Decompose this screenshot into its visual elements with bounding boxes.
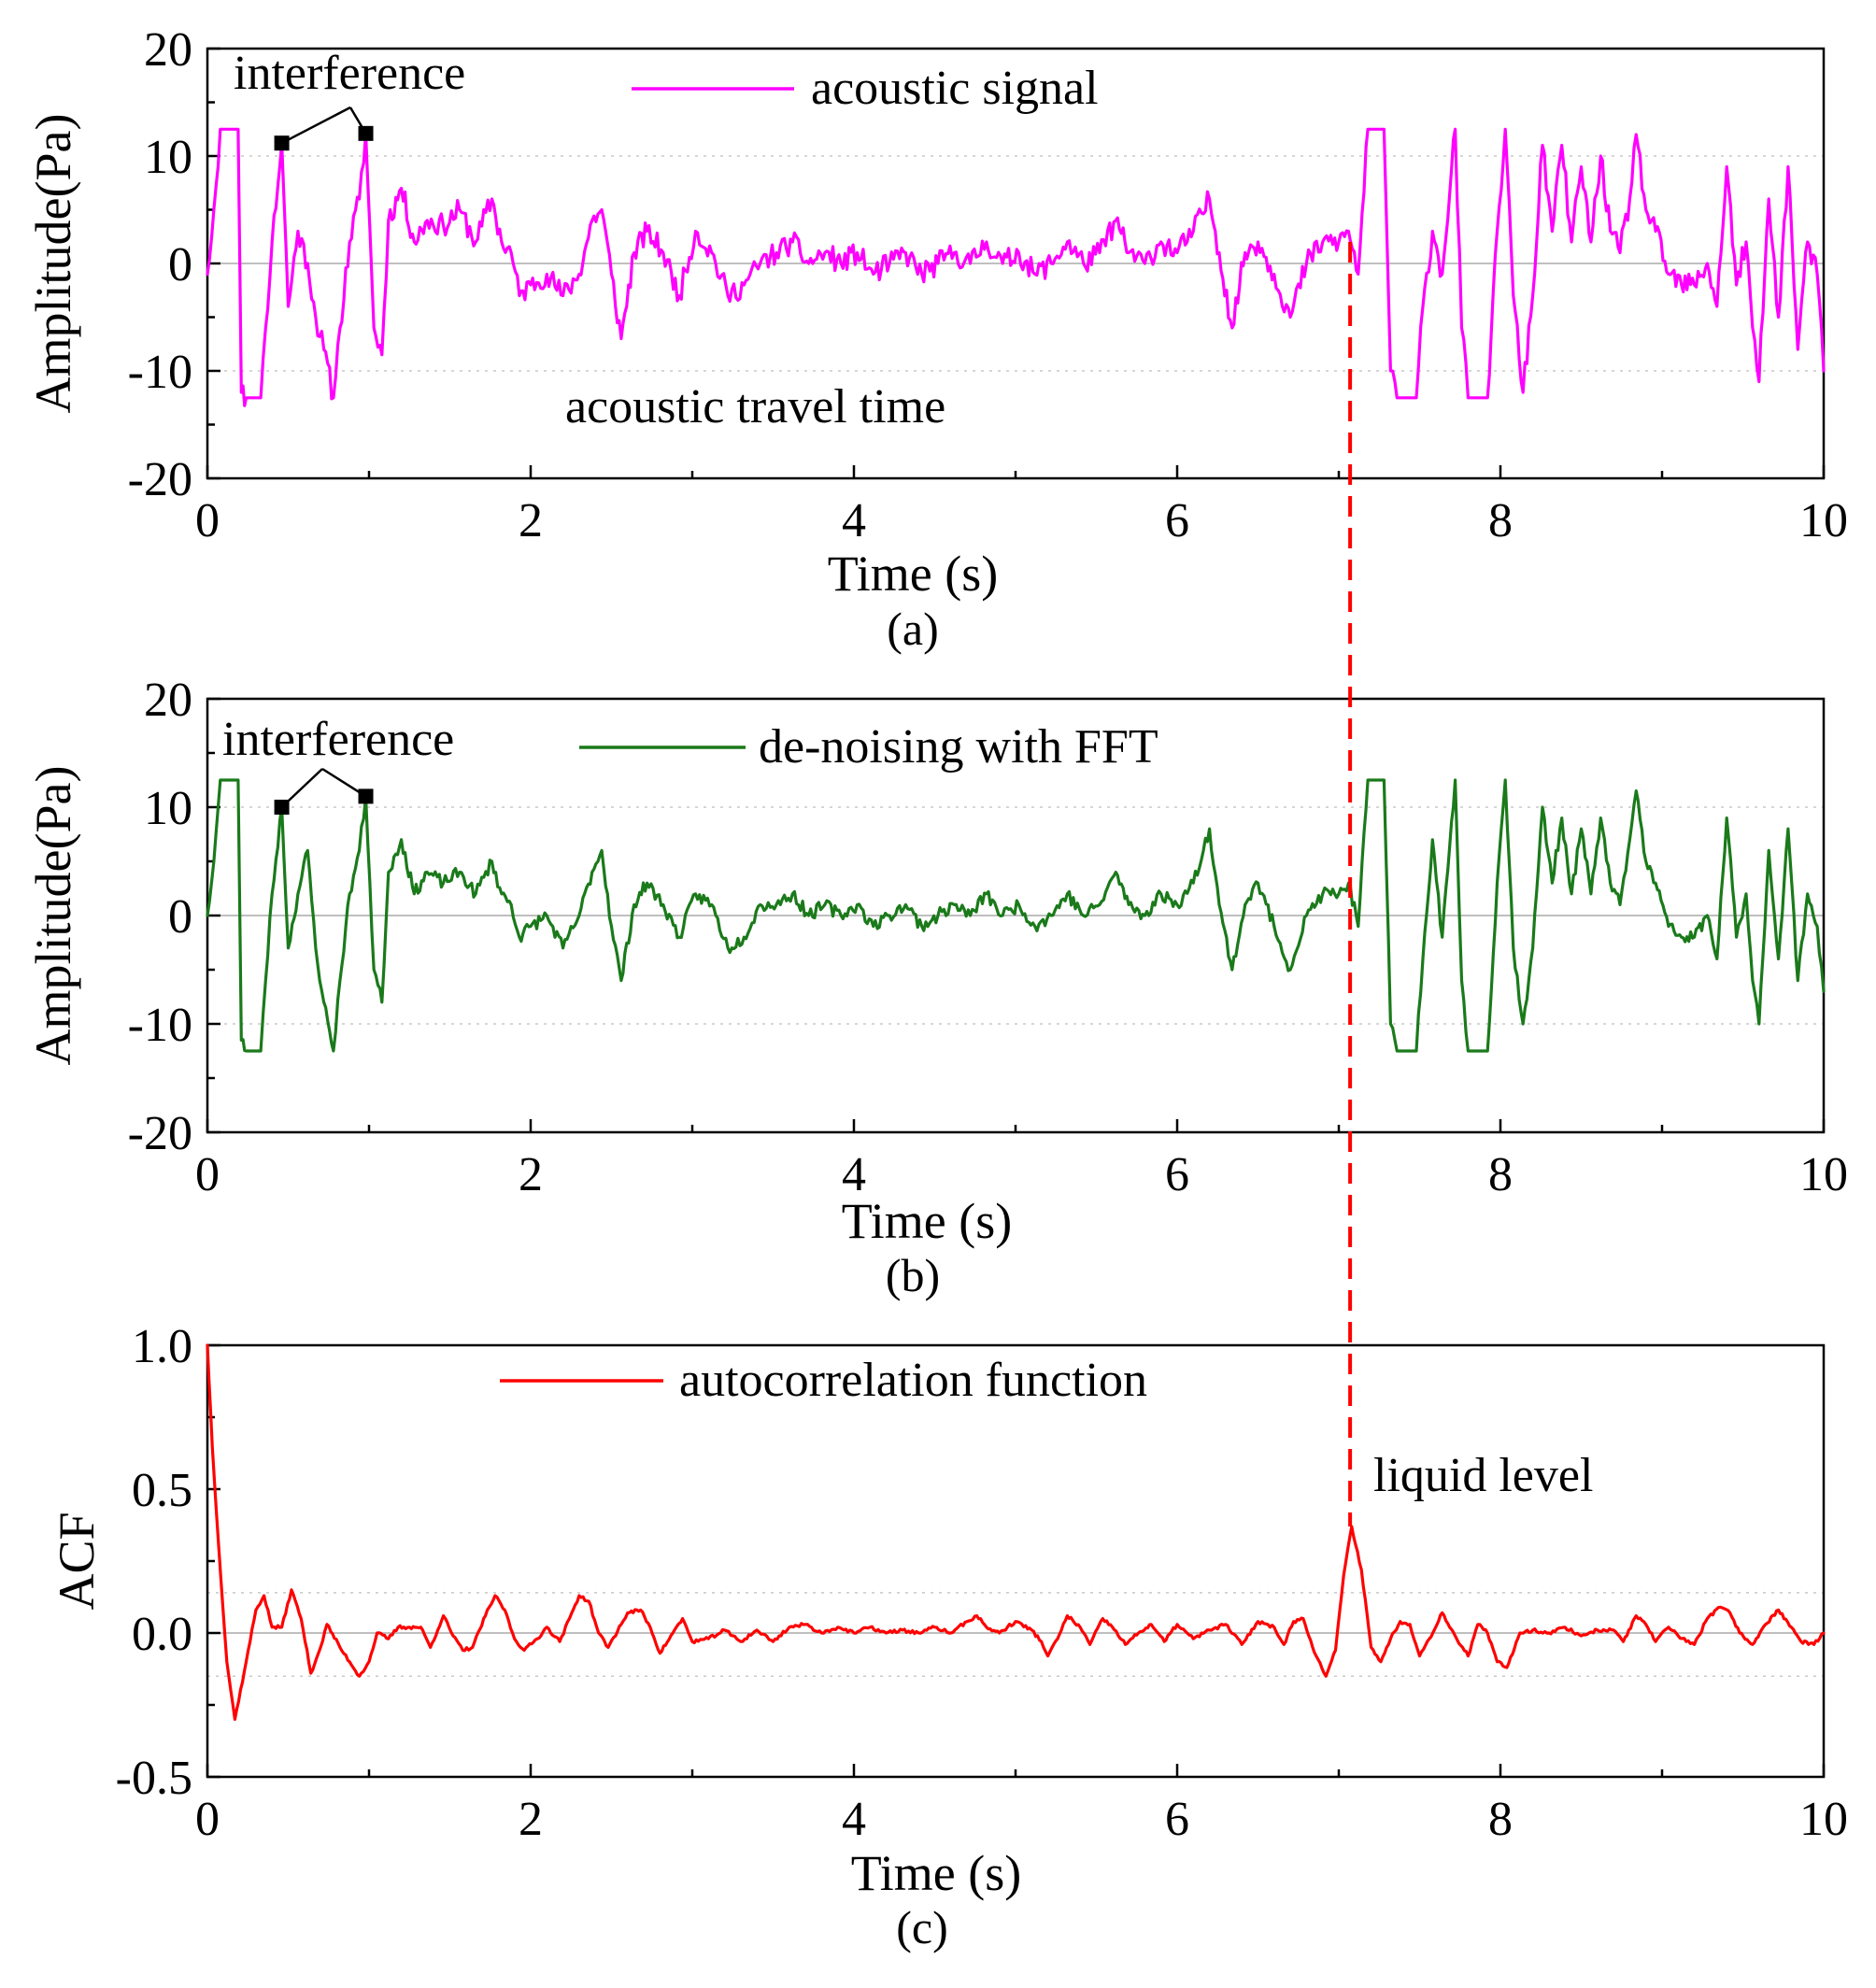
x-tick-label: 8 (1488, 1793, 1513, 1846)
y-tick-label: 0 (168, 238, 192, 291)
x-tick-label: 4 (842, 1793, 866, 1846)
chart-panel-c: 0 2 4 6 8 10 -0.5 0.0 0.5 1.0 Time (s) ACF (c) autoco… (49, 1320, 1848, 1953)
x-tick-label: 4 (842, 1148, 866, 1201)
annotation-marker (358, 125, 374, 141)
y-tick-label: 1.0 (132, 1320, 192, 1373)
x-tick-label: 8 (1488, 494, 1513, 547)
series-line (206, 778, 1826, 1053)
y-tick-label: 10 (144, 782, 192, 835)
y-tick-label: -20 (128, 1107, 192, 1160)
y-tick-label: 0.0 (132, 1608, 192, 1661)
x-tick-label: 2 (519, 1793, 543, 1846)
annotation-label: interference (234, 47, 465, 100)
y-tick-label: 0 (168, 890, 192, 944)
y-tick-label: -20 (128, 453, 192, 506)
series-line (206, 127, 1826, 407)
x-tick-label: 10 (1799, 494, 1848, 547)
panel-label: (c) (896, 1901, 948, 1953)
y-axis-title: ACF (49, 1512, 105, 1610)
x-tick-label: 0 (195, 1148, 220, 1201)
legend-label: acoustic signal (811, 62, 1099, 115)
x-tick-label: 4 (842, 494, 866, 547)
series-line (206, 1343, 1826, 1721)
annotation-marker (274, 800, 290, 815)
x-tick-label: 6 (1165, 1148, 1189, 1201)
x-tick-label: 10 (1799, 1793, 1848, 1846)
y-tick-label: -10 (128, 999, 192, 1052)
panel-label: (b) (886, 1249, 940, 1301)
y-tick-label: 20 (144, 23, 192, 77)
x-tick-label: 0 (195, 1793, 220, 1846)
chart-panel-a: 0 2 4 6 8 10 -20 -10 0 10 20 Time (s) Amplitude(Pa) (… (25, 23, 1848, 655)
x-axis-title: Time (s) (842, 1193, 1013, 1249)
x-tick-label: 6 (1165, 494, 1189, 547)
legend-label: autocorrelation function (679, 1354, 1147, 1407)
annotation-marker (274, 135, 290, 151)
y-tick-label: 10 (144, 131, 192, 184)
plot-frame (206, 1343, 1826, 1779)
annotation-label: interference (222, 713, 454, 766)
x-axis-title: Time (s) (828, 546, 999, 602)
x-tick-label: 2 (519, 494, 543, 547)
y-axis-title: Amplitude(Pa) (25, 766, 81, 1066)
x-tick-label: 0 (195, 494, 220, 547)
chart-panel-b: 0 2 4 6 8 10 -20 -10 0 10 20 Time (s) Amplitude(Pa) (… (25, 674, 1848, 1301)
y-axis-title: Amplitude(Pa) (25, 114, 81, 414)
y-tick-label: 0.5 (132, 1464, 192, 1517)
x-tick-label: 10 (1799, 1148, 1848, 1201)
x-axis-title: Time (s) (851, 1845, 1022, 1901)
y-tick-label: -0.5 (116, 1752, 192, 1805)
y-tick-label: 20 (144, 674, 192, 727)
annotation-marker (358, 788, 374, 804)
legend-label: de-noising with FFT (759, 720, 1158, 774)
x-tick-label: 2 (519, 1148, 543, 1201)
annotation-leader (281, 106, 351, 145)
y-tick-label: -10 (128, 346, 192, 399)
annotation-label: acoustic travel time (565, 380, 945, 433)
panel-label: (a) (887, 603, 939, 655)
annotation-label: liquid level (1373, 1449, 1593, 1502)
x-tick-label: 6 (1165, 1793, 1189, 1846)
x-tick-label: 8 (1488, 1148, 1513, 1201)
